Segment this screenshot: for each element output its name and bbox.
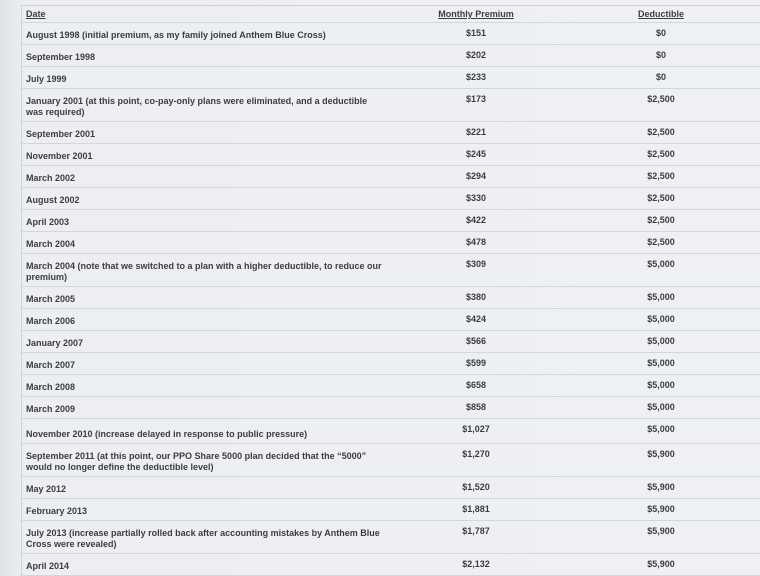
table-body: August 1998 (initial premium, as my fami… <box>22 23 760 576</box>
cell-deductible: $0 <box>655 50 666 60</box>
cell-deductible: $2,500 <box>647 171 675 181</box>
cell-premium: $1,520 <box>462 482 490 492</box>
premium-history-table: Date Monthly Premium Deductible August 1… <box>21 5 760 576</box>
table-row: March 2004 $478 $2,500 <box>22 232 760 254</box>
cell-premium: $380 <box>465 292 487 302</box>
cell-deductible: $5,900 <box>647 504 675 514</box>
cell-premium: $1,027 <box>462 424 490 434</box>
cell-premium: $478 <box>465 237 487 247</box>
header-deductible: Deductible <box>637 9 684 19</box>
cell-premium: $2,132 <box>462 559 490 569</box>
table-row: March 2005 $380 $5,000 <box>22 287 760 309</box>
cell-date: July 1999 <box>26 74 67 84</box>
cell-deductible: $5,000 <box>647 292 675 302</box>
cell-deductible: $0 <box>655 28 666 38</box>
cell-premium: $294 <box>465 171 487 181</box>
cell-deductible: $5,000 <box>647 380 675 390</box>
cell-date: March 2007 <box>26 360 76 370</box>
table-row: September 2001 $221 $2,500 <box>22 122 760 144</box>
cell-date: January 2007 <box>26 338 84 348</box>
cell-deductible: $5,000 <box>647 402 675 412</box>
cell-date: July 2013 (increase partially rolled bac… <box>26 528 380 549</box>
cell-deductible: $5,900 <box>647 559 675 569</box>
table-row: May 2012 $1,520 $5,900 <box>22 477 760 499</box>
table-row: March 2002 $294 $2,500 <box>22 166 760 188</box>
cell-date: April 2003 <box>26 217 70 227</box>
table-row: March 2009 $858 $5,000 <box>22 397 760 419</box>
table-header: Date Monthly Premium Deductible <box>22 6 760 23</box>
cell-deductible: $5,000 <box>647 314 675 324</box>
cell-premium: $202 <box>465 50 487 60</box>
cell-deductible: $2,500 <box>647 215 675 225</box>
cell-premium: $1,270 <box>462 449 490 459</box>
cell-date: September 2001 <box>26 129 96 139</box>
table-row: March 2007 $599 $5,000 <box>22 353 760 375</box>
cell-date: February 2013 <box>26 506 88 516</box>
cell-premium: $233 <box>465 72 487 82</box>
cell-deductible: $5,900 <box>647 449 675 459</box>
table-row: March 2006 $424 $5,000 <box>22 309 760 331</box>
cell-premium: $173 <box>465 94 487 104</box>
cell-date: November 2001 <box>26 151 93 161</box>
cell-date: January 2001 (at this point, co-pay-only… <box>26 96 368 117</box>
table-row: February 2013 $1,881 $5,900 <box>22 499 760 521</box>
cell-premium: $1,787 <box>462 526 490 536</box>
cell-deductible: $5,900 <box>647 526 675 536</box>
table-row: March 2004 (note that we switched to a p… <box>22 254 760 287</box>
table-row: January 2001 (at this point, co-pay-only… <box>22 89 760 122</box>
table-row: September 2011 (at this point, our PPO S… <box>22 444 760 477</box>
table-row: July 2013 (increase partially rolled bac… <box>22 521 760 554</box>
cell-deductible: $5,000 <box>647 424 675 434</box>
table-row: April 2014 $2,132 $5,900 <box>22 554 760 576</box>
cell-deductible: $2,500 <box>647 94 675 104</box>
table-row: November 2001 $245 $2,500 <box>22 144 760 166</box>
cell-date: September 1998 <box>26 52 96 62</box>
cell-premium: $422 <box>465 215 487 225</box>
cell-deductible: $2,500 <box>647 149 675 159</box>
table-row: January 2007 $566 $5,000 <box>22 331 760 353</box>
cell-date: March 2009 <box>26 404 76 414</box>
cell-date: March 2005 <box>26 294 76 304</box>
table-row: March 2008 $658 $5,000 <box>22 375 760 397</box>
cell-deductible: $2,500 <box>647 127 675 137</box>
cell-deductible: $0 <box>655 72 666 82</box>
cell-premium: $658 <box>465 380 487 390</box>
cell-premium: $424 <box>465 314 487 324</box>
cell-premium: $245 <box>465 149 487 159</box>
cell-deductible: $5,000 <box>647 358 675 368</box>
cell-date: August 2002 <box>26 195 80 205</box>
cell-deductible: $5,000 <box>647 259 675 269</box>
cell-premium: $599 <box>465 358 487 368</box>
table-row: November 2010 (increase delayed in respo… <box>22 419 760 444</box>
cell-deductible: $5,900 <box>647 482 675 492</box>
cell-date: March 2008 <box>26 382 76 392</box>
cell-date: April 2014 <box>26 561 70 571</box>
cell-date: May 2012 <box>26 484 67 494</box>
cell-premium: $330 <box>465 193 487 203</box>
cell-date: August 1998 (initial premium, as my fami… <box>26 30 326 40</box>
cell-premium: $151 <box>465 28 487 38</box>
cell-premium: $566 <box>465 336 487 346</box>
header-date: Date <box>26 9 46 19</box>
cell-date: September 2011 (at this point, our PPO S… <box>26 451 367 472</box>
cell-premium: $858 <box>465 402 487 412</box>
table-row: September 1998 $202 $0 <box>22 45 760 67</box>
cell-date: March 2004 (note that we switched to a p… <box>26 261 382 282</box>
header-premium: Monthly Premium <box>438 9 514 19</box>
cell-premium: $309 <box>465 259 487 269</box>
cell-deductible: $5,000 <box>647 336 675 346</box>
table-row: July 1999 $233 $0 <box>22 67 760 89</box>
cell-deductible: $2,500 <box>647 193 675 203</box>
cell-date: March 2004 <box>26 239 76 249</box>
cell-date: March 2002 <box>26 173 76 183</box>
table-row: August 1998 (initial premium, as my fami… <box>22 23 760 45</box>
table-row: April 2003 $422 $2,500 <box>22 210 760 232</box>
cell-date: November 2010 (increase delayed in respo… <box>26 429 308 439</box>
table-row: August 2002 $330 $2,500 <box>22 188 760 210</box>
cell-premium: $1,881 <box>462 504 490 514</box>
cell-premium: $221 <box>465 127 487 137</box>
cell-date: March 2006 <box>26 316 76 326</box>
cell-deductible: $2,500 <box>647 237 675 247</box>
